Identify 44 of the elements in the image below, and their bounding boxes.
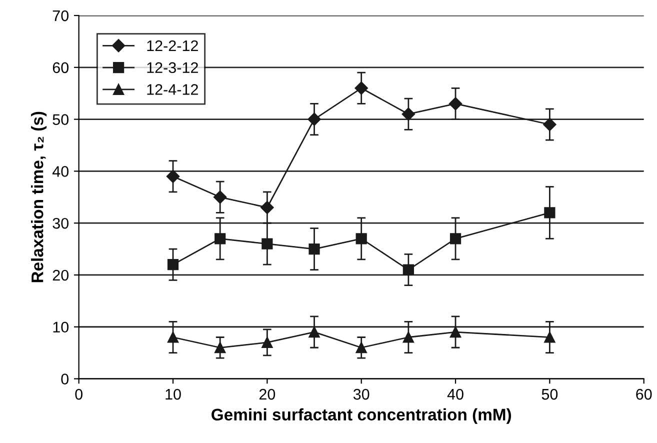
y-tick-label: 20	[52, 270, 69, 281]
point	[308, 243, 320, 255]
point	[356, 342, 367, 354]
x-tick-label: 10	[166, 388, 181, 400]
point	[543, 118, 556, 132]
x-tick-label: 50	[542, 388, 558, 400]
point	[260, 200, 274, 214]
point	[166, 170, 180, 183]
point	[402, 332, 414, 343]
point	[354, 82, 368, 95]
x-tick-label: 0	[75, 388, 82, 400]
point	[214, 190, 227, 204]
point	[450, 326, 462, 338]
point	[262, 238, 273, 250]
legend-label: 12-2-12	[147, 40, 198, 52]
y-tick-label: 30	[52, 218, 69, 229]
point	[167, 259, 179, 270]
point	[544, 207, 556, 218]
point	[167, 332, 179, 343]
point	[448, 97, 462, 110]
point	[308, 112, 321, 126]
legend-label: 12-4-12	[147, 84, 198, 95]
x-tick-label: 20	[259, 388, 276, 400]
point	[402, 108, 416, 121]
y-tick-label: 60	[52, 62, 69, 74]
legend-label: 12-3-12	[147, 62, 198, 74]
point	[262, 336, 273, 348]
y-tick-label: 70	[52, 10, 69, 22]
point	[402, 264, 414, 276]
y-tick-label: 50	[52, 114, 69, 125]
x-tick-label: 40	[447, 388, 464, 400]
point	[308, 326, 320, 338]
point	[214, 233, 226, 244]
y-axis-title: Relaxation time, τ₂ (s)	[31, 112, 47, 282]
x-tick-label: 60	[636, 388, 652, 400]
point	[356, 233, 367, 244]
x-axis-title: Gemini surfactant concentration (mM)	[212, 408, 512, 424]
point	[214, 342, 226, 354]
y-tick-label: 10	[53, 322, 69, 333]
point	[450, 233, 462, 244]
point	[544, 332, 556, 343]
y-tick-label: 0	[61, 374, 69, 384]
x-tick-label: 30	[353, 388, 370, 400]
y-tick-label: 40	[52, 166, 69, 177]
